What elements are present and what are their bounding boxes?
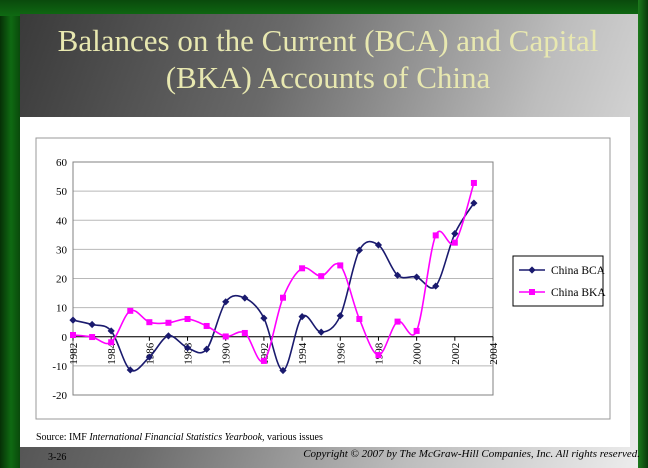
- source-note: Source: IMF International Financial Stat…: [36, 432, 323, 443]
- y-tick-label: 40: [56, 215, 68, 227]
- china-bka-point: [413, 327, 420, 334]
- china-bka-point: [241, 329, 248, 336]
- copyright-notice: Copyright © 2007 by The McGraw-Hill Comp…: [303, 448, 640, 460]
- left-border-bar: [0, 0, 20, 468]
- x-tick-label: 2000: [412, 342, 424, 365]
- slide-title: Balances on the Current (BCA) and Capita…: [28, 22, 628, 96]
- china-bca-point: [317, 328, 325, 336]
- legend-marker: [528, 266, 536, 274]
- y-tick-label: 60: [56, 157, 68, 169]
- china-bca-point: [298, 313, 306, 321]
- china-bka-point: [146, 319, 153, 326]
- china-bca-point: [88, 320, 96, 329]
- china-bca-point: [413, 273, 421, 281]
- y-tick-label: 0: [62, 332, 68, 344]
- right-bevel: [638, 0, 648, 468]
- x-tick-label: 1996: [335, 342, 347, 365]
- y-tick-label: 30: [56, 244, 68, 256]
- china-bka-point: [299, 265, 306, 272]
- china-bca-point: [164, 332, 173, 340]
- china-bca-point: [69, 316, 77, 324]
- x-tick-label: 1982: [68, 343, 80, 365]
- y-tick-label: 10: [56, 303, 68, 315]
- y-tick-label: -20: [52, 390, 67, 402]
- china-bca-point: [241, 294, 249, 302]
- x-tick-label: 1990: [221, 342, 233, 365]
- china-bka-point: [432, 232, 439, 239]
- china-bka-point: [337, 262, 344, 269]
- source-italic: International Financial Statistics Yearb…: [89, 432, 263, 443]
- y-tick-label: 50: [56, 186, 68, 198]
- china-bka-point: [127, 307, 134, 314]
- source-prefix: Source: IMF: [36, 432, 90, 443]
- china-bca-point: [432, 282, 440, 290]
- x-tick-label: 2004: [488, 342, 500, 365]
- china-bka-line: [72, 182, 475, 363]
- china-bka-point: [108, 339, 115, 346]
- china-bka-point: [394, 318, 401, 325]
- china-bka-point: [280, 294, 286, 301]
- chart-container: -20 -10 0 10 20 30 40 50 60 1982 1984 1986 1988 1990 1…: [20, 117, 630, 447]
- china-bca-point: [374, 241, 383, 249]
- y-tick-label: 20: [56, 274, 68, 286]
- china-bca-point: [183, 344, 192, 352]
- y-tick-label: -10: [52, 361, 67, 373]
- slide-number: 3-26: [48, 452, 67, 463]
- china-bca-point: [222, 298, 230, 306]
- china-bka-point: [451, 239, 458, 246]
- china-bka-point: [203, 322, 210, 329]
- plot-area: [72, 161, 494, 396]
- china-bka-point: [165, 319, 172, 326]
- china-bca-point: [203, 345, 211, 353]
- china-bca-point: [336, 312, 344, 320]
- legend-label: China BCA: [551, 265, 606, 277]
- china-bca-point: [355, 246, 363, 254]
- legend-label: China BKA: [551, 287, 606, 299]
- china-bca-point: [145, 353, 153, 361]
- title-line-2: (BKA) Accounts of China: [165, 60, 491, 95]
- chart-border: [35, 137, 611, 420]
- x-tick-label: 2002: [450, 343, 462, 365]
- china-bka-point: [375, 352, 382, 359]
- china-bca-point: [279, 366, 287, 375]
- china-bka-point: [260, 357, 267, 364]
- title-line-1: Balances on the Current (BCA) and Capita…: [57, 23, 599, 58]
- china-bka-point: [89, 334, 96, 341]
- china-bka-point: [222, 333, 229, 340]
- china-bka-point: [70, 332, 76, 339]
- legend-marker: [529, 289, 535, 295]
- china-bka-point: [356, 315, 363, 322]
- china-bka-point: [318, 273, 325, 280]
- legend-box: [512, 255, 604, 307]
- china-bka-point: [184, 315, 191, 322]
- top-border-bar: [0, 0, 648, 16]
- china-bca-point: [107, 327, 115, 335]
- china-bca-point: [451, 230, 459, 238]
- china-bca-line: [72, 202, 475, 372]
- china-bka-point: [470, 179, 477, 186]
- china-bca-point: [470, 199, 478, 207]
- x-tick-label: 1994: [297, 342, 309, 365]
- china-bca-point: [260, 314, 268, 322]
- source-suffix: , various issues: [262, 432, 323, 443]
- x-tick-label: 1984: [106, 342, 118, 365]
